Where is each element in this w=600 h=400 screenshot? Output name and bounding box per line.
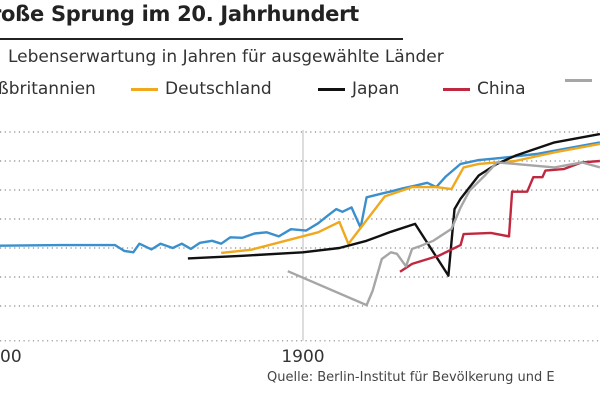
- x-tick-label: 1900: [281, 347, 324, 367]
- source-note: Quelle: Berlin-Institut für Bevölkerung …: [267, 370, 555, 385]
- x-tick-label: 1800: [0, 347, 22, 367]
- legend-item-china: China: [443, 79, 526, 99]
- legend-label: China: [477, 79, 526, 99]
- legend-label: Japan: [352, 79, 400, 99]
- legend-item-uk: ßbritannien: [0, 79, 96, 99]
- legend-item-gray: [565, 79, 599, 82]
- title-underline: [0, 38, 403, 40]
- series-line-1: [221, 142, 600, 255]
- chart-subtitle: Lebenserwartung in Jahren für ausgewählt…: [8, 47, 444, 67]
- legend-item-japan: Japan: [318, 79, 399, 99]
- legend-label: ßbritannien: [0, 79, 96, 99]
- series-line-2: [187, 132, 600, 277]
- legend-swatch: [443, 87, 470, 91]
- legend-label: Deutschland: [165, 79, 272, 99]
- legend-swatch: [565, 79, 592, 82]
- legend-swatch: [131, 87, 158, 91]
- series-line-0: [0, 141, 600, 254]
- series-line-4: [287, 161, 600, 307]
- series-line-3: [399, 159, 600, 273]
- chart-title: roße Sprung im 20. Jahrhundert: [0, 2, 359, 26]
- legend-swatch: [318, 87, 345, 91]
- legend-item-germany: Deutschland: [131, 79, 272, 99]
